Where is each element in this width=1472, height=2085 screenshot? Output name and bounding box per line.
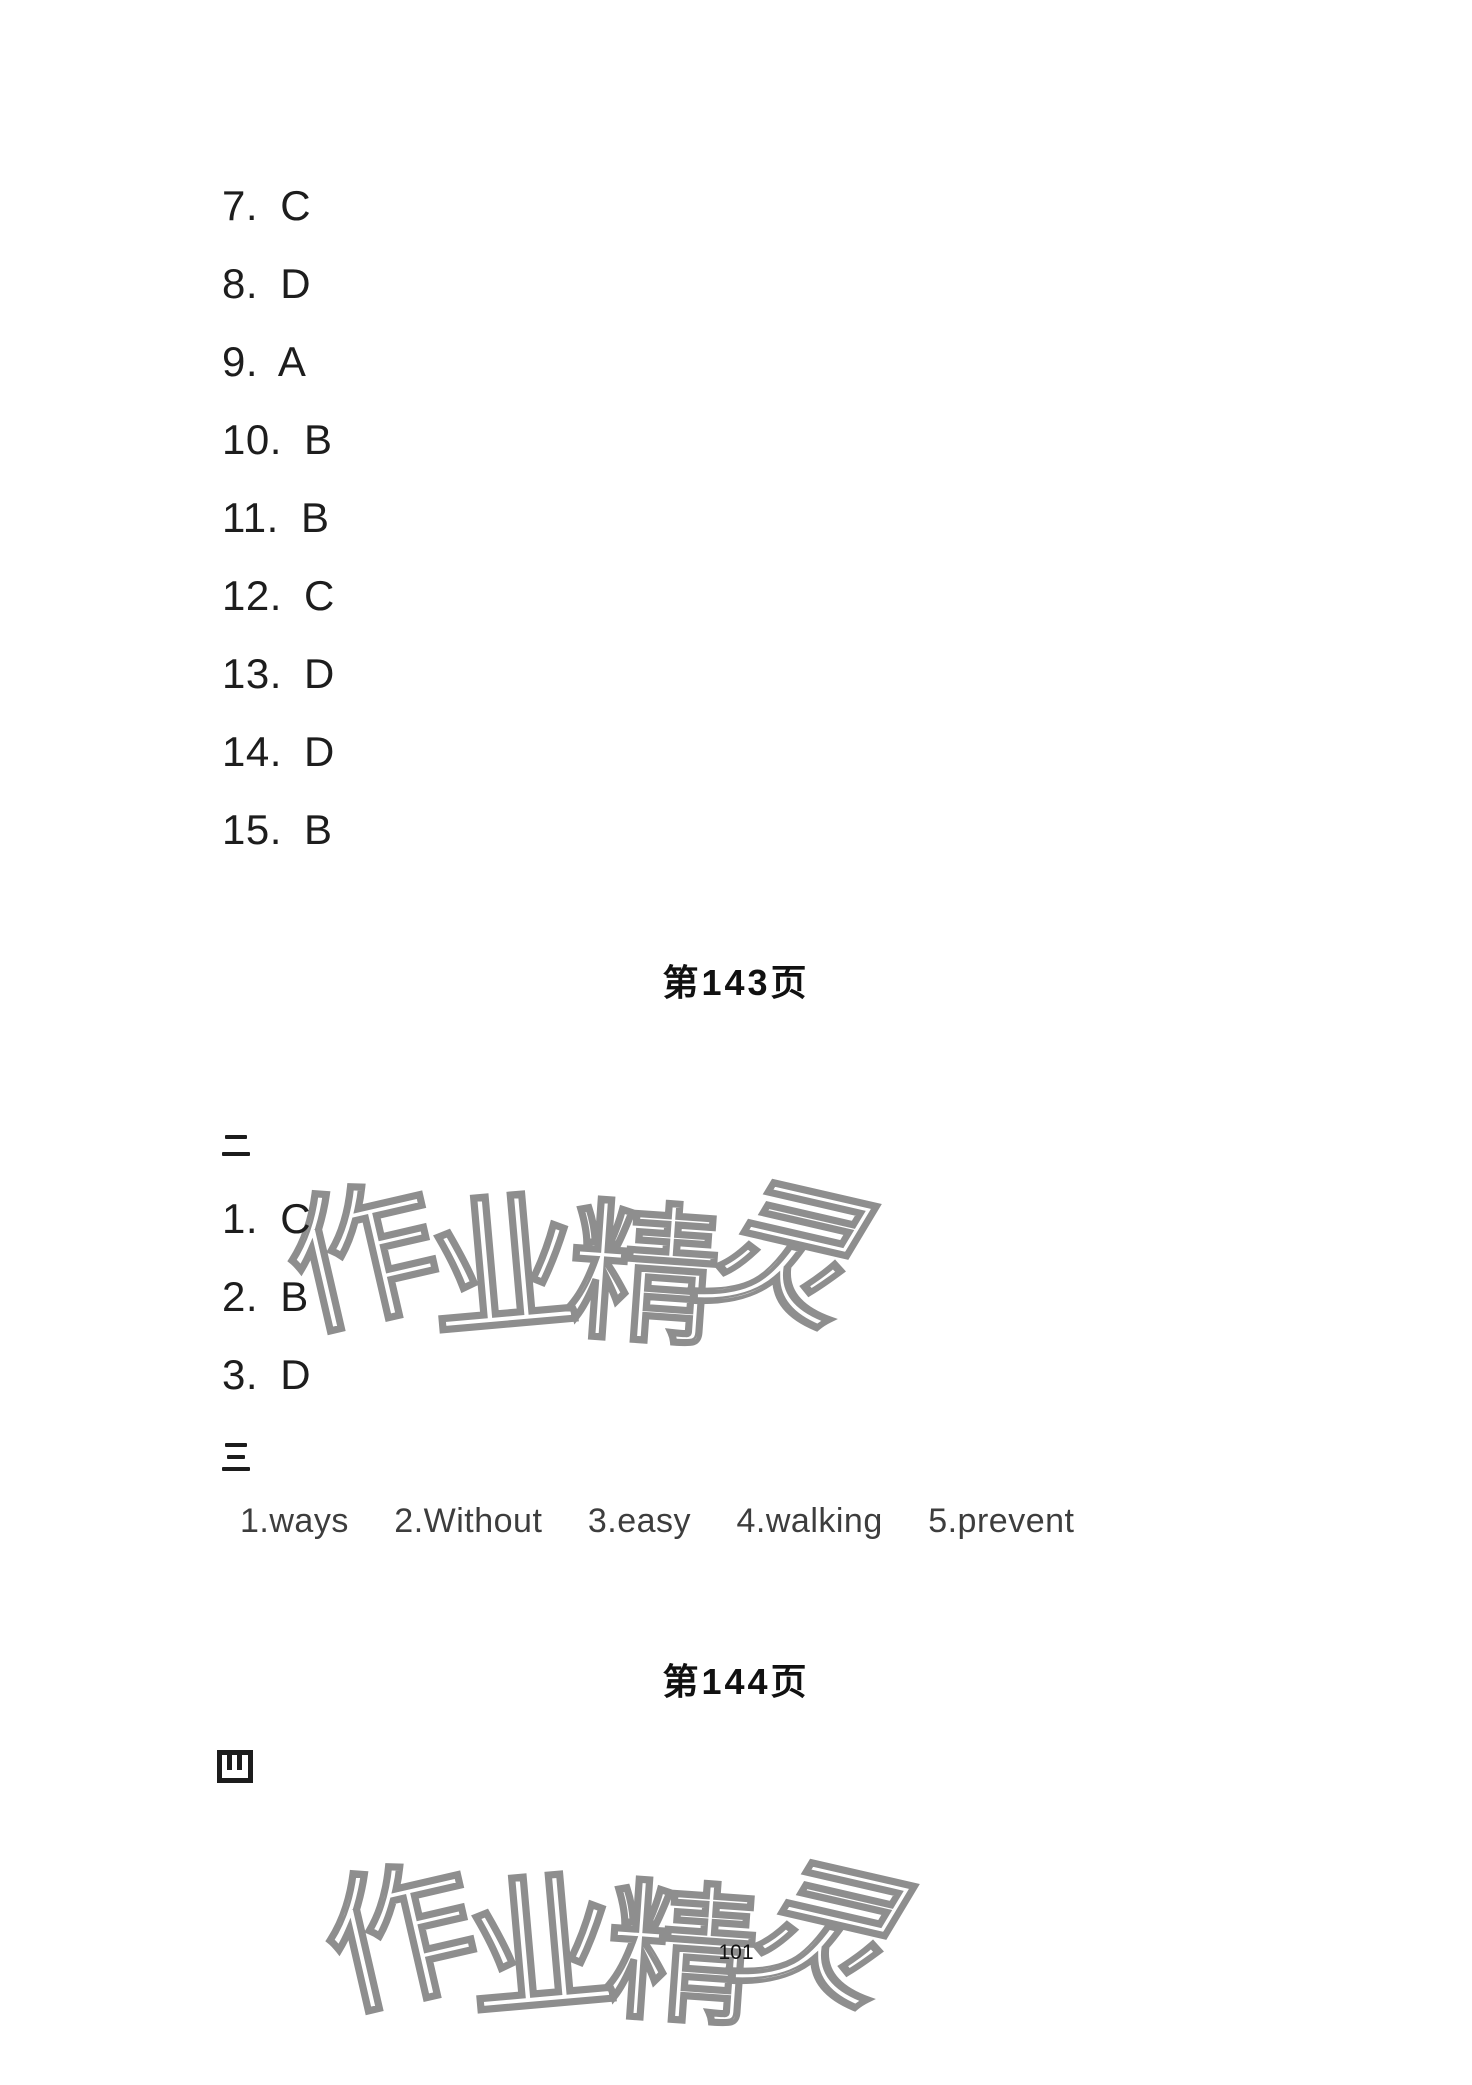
answer-item: 13. D <box>222 650 335 697</box>
answer-item: 11. B <box>222 494 330 541</box>
section-marker-two: 二 <box>222 1133 254 1161</box>
answer-item: 14. D <box>222 728 335 775</box>
word-answers-row: 1.ways 2.Without 3.easy 4.walking 5.prev… <box>240 1501 1110 1541</box>
answer-item: 7. C <box>222 182 312 229</box>
word-answer: 4.walking <box>736 1502 883 1540</box>
answer-item: 15. B <box>222 806 333 853</box>
page-number: 101 <box>718 1941 754 1964</box>
page-heading-143: 第143页 <box>662 962 810 1003</box>
word-answer: 1.ways <box>240 1502 349 1540</box>
answer-item: 12. C <box>222 572 335 619</box>
word-answer: 5.prevent <box>928 1502 1075 1540</box>
word-answer: 2.Without <box>394 1502 543 1540</box>
watermark-char: 精 <box>562 1186 726 1367</box>
word-answer: 3.easy <box>587 1502 692 1540</box>
section-marker-four: 四 <box>217 1750 253 1783</box>
watermark-char: 灵 <box>708 1842 948 2030</box>
answer-item: 8. D <box>222 260 312 307</box>
answer-item: 10. B <box>222 416 333 463</box>
answer-item: 3. D <box>222 1351 312 1398</box>
watermark-char: 灵 <box>670 1162 910 1350</box>
answer-item: 9. A <box>222 338 307 385</box>
page-heading-144: 第144页 <box>662 1661 810 1702</box>
answer-list-1-3: 1. C 2. B 3. D <box>222 1180 311 1414</box>
answer-item: 2. B <box>222 1273 309 1320</box>
answer-list-7-15: 7. C 8. D 9. A 10. B 11. B 12. C 13. D 1… <box>222 167 335 869</box>
watermark-zuoyejingling-top: 作业精灵 <box>270 1158 910 1366</box>
watermark-char: 作 <box>308 1838 494 2038</box>
watermark-zuoyejingling-bottom: 作业精灵 <box>308 1838 948 2046</box>
section-marker-three: 三 <box>222 1442 254 1472</box>
answer-item: 1. C <box>222 1195 312 1242</box>
watermark-char: 业 <box>421 1176 588 1359</box>
